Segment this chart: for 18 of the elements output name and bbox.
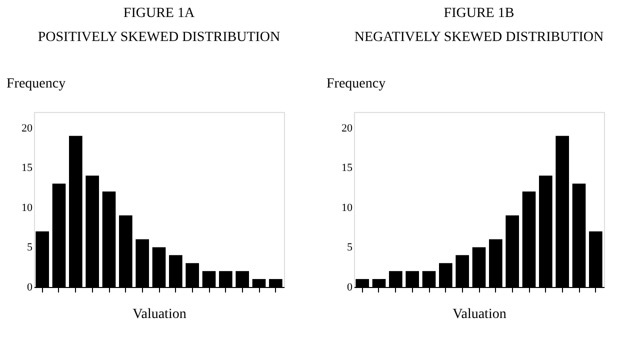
y-axis-title: Frequency — [6, 76, 66, 92]
y-tick-label: 0 — [27, 282, 33, 294]
chart-title: FIGURE 1B — [444, 6, 514, 21]
y-tick-label: 20 — [342, 122, 353, 134]
y-tick-label: 15 — [342, 162, 353, 174]
y-tick-label: 10 — [342, 202, 353, 214]
y-tick-label: 5 — [347, 242, 353, 254]
y-tick-label: 5 — [27, 242, 33, 254]
chart-subtitle: NEGATIVELY SKEWED DISTRIBUTION — [354, 30, 604, 45]
y-tick-label: 20 — [22, 122, 33, 134]
y-tick-label: 10 — [22, 202, 33, 214]
y-tick-label: 0 — [347, 282, 353, 294]
x-axis-title: Valuation — [452, 307, 506, 322]
chart-subtitle: POSITIVELY SKEWED DISTRIBUTION — [38, 30, 280, 45]
chart-title: FIGURE 1A — [123, 6, 196, 21]
x-axis-title: Valuation — [132, 307, 186, 322]
y-tick-label: 15 — [22, 162, 33, 174]
y-axis-title: Frequency — [326, 76, 386, 92]
